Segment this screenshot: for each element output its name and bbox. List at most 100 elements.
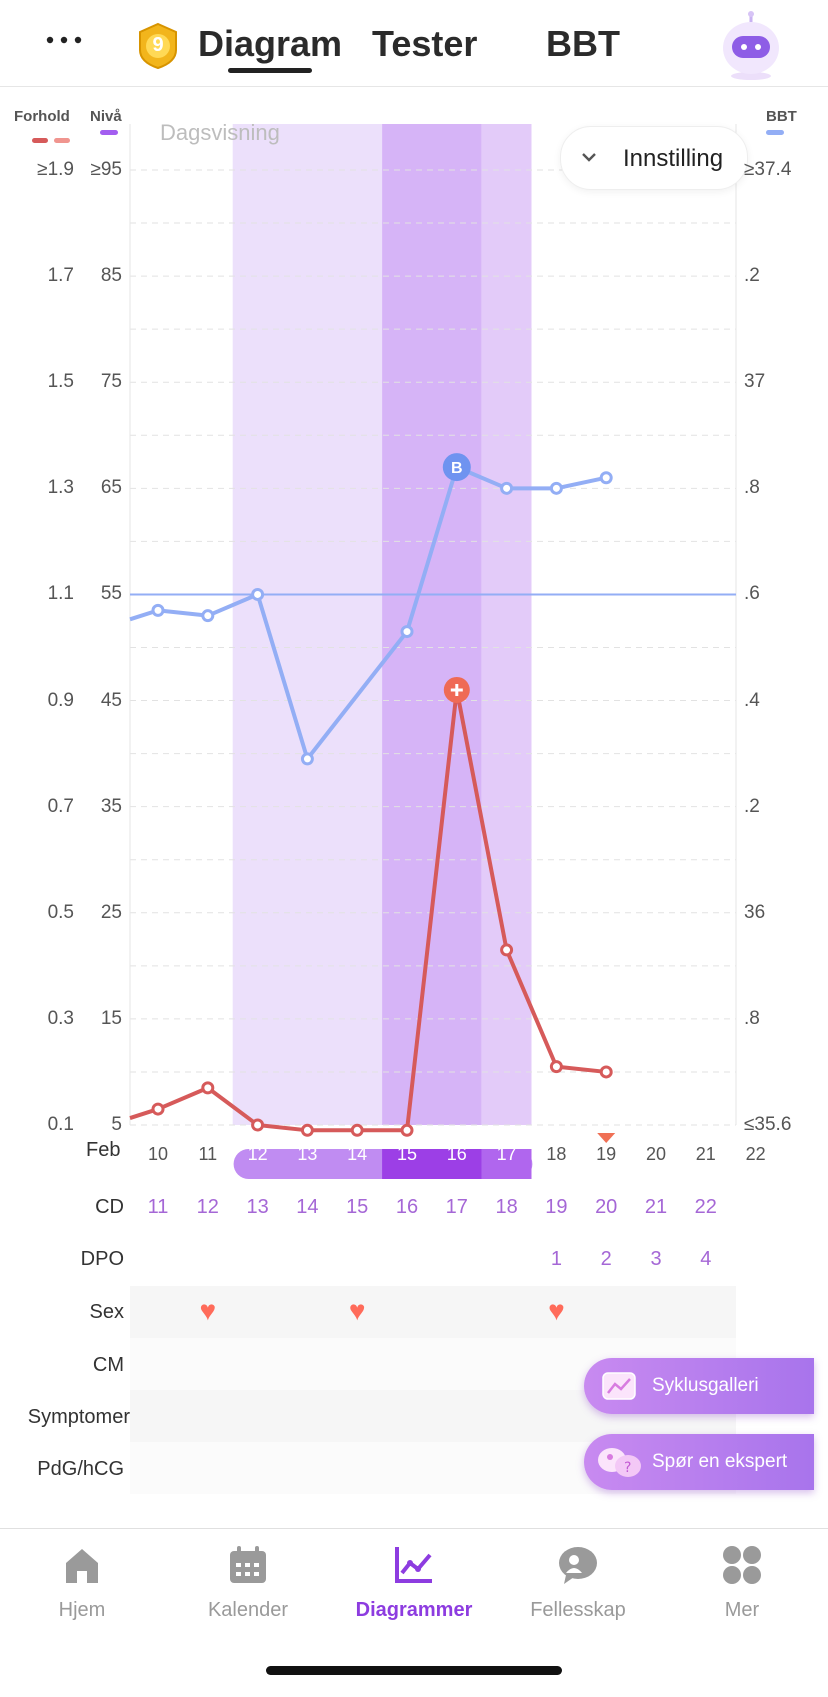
cycle-chart: B xyxy=(129,124,737,1179)
y-ratio-tick: 0.1 xyxy=(47,1114,74,1135)
pdg-row-label: PdG/hCG xyxy=(37,1458,124,1480)
cd-value: 12 xyxy=(196,1196,219,1218)
dpo-value: 1 xyxy=(550,1248,562,1270)
calendar-icon xyxy=(230,1546,266,1583)
legend-level-label: Nivå xyxy=(90,108,122,125)
bbt-point xyxy=(400,625,414,639)
ovulation-b-marker xyxy=(442,453,471,482)
y-bbt-tick: ≤35.6 xyxy=(744,1114,792,1135)
fertile-window-band xyxy=(232,124,383,1125)
y-bbt-tick: 36 xyxy=(744,901,766,923)
x-date-tick[interactable]: 13 xyxy=(297,1144,318,1164)
peak-plus-icon xyxy=(450,683,463,696)
nav-more-label: Mer xyxy=(724,1599,760,1621)
bottom-navigation: Hjem Kalender Diagrammer Fellesskap Mer xyxy=(0,1528,828,1697)
dpo-row-label: DPO xyxy=(80,1248,124,1270)
post-peak-band xyxy=(481,124,532,1125)
heart-icon[interactable]: ♥ xyxy=(548,1295,565,1326)
y-ratio-tick: 1.1 xyxy=(47,583,74,605)
bbt-point xyxy=(549,481,563,495)
x-date-tick[interactable]: 20 xyxy=(645,1144,667,1164)
tab-bbt[interactable]: BBT xyxy=(546,23,620,64)
cd-value: 14 xyxy=(296,1196,319,1218)
cycle-gallery-button[interactable]: Syklusgalleri xyxy=(584,1358,814,1414)
heart-icon[interactable]: ♥ xyxy=(348,1295,366,1326)
y-bbt-tick: .6 xyxy=(744,583,760,605)
y-level-tick: 5 xyxy=(111,1114,122,1135)
tab-diagram[interactable]: Diagram xyxy=(198,23,343,64)
x-date-tick[interactable]: 11 xyxy=(198,1144,218,1164)
y-bbt-tick: .2 xyxy=(744,795,760,817)
x-date-tick[interactable]: 14 xyxy=(347,1144,368,1164)
y-level-tick: 85 xyxy=(100,265,122,287)
bbt-point xyxy=(251,587,265,601)
community-icon xyxy=(559,1547,597,1584)
ask-expert-label: Spør en ekspert xyxy=(652,1451,788,1472)
cd-value: 17 xyxy=(445,1196,468,1218)
ratio-point xyxy=(350,1123,364,1137)
y-bbt-tick: .4 xyxy=(744,689,760,711)
heart-icon[interactable]: ♥ xyxy=(199,1295,217,1326)
x-date-tick[interactable]: 10 xyxy=(147,1144,169,1164)
settings-dropdown[interactable]: Innstilling xyxy=(560,126,748,190)
y-level-tick: 65 xyxy=(100,477,122,499)
ask-expert-button[interactable]: ? Spør en ekspert xyxy=(584,1434,814,1490)
cd-value: 15 xyxy=(346,1196,369,1218)
nav-community-label: Fellesskap xyxy=(530,1599,626,1621)
cd-row-label: CD xyxy=(95,1196,124,1218)
x-date-tick[interactable]: 12 xyxy=(247,1144,268,1164)
x-date-tick[interactable]: 15 xyxy=(396,1144,418,1164)
x-date-tick[interactable]: 22 xyxy=(745,1144,766,1164)
cd-value: 22 xyxy=(694,1196,717,1218)
y-level-tick: 35 xyxy=(100,795,122,817)
date-pill-peak xyxy=(382,1149,482,1179)
legend-ratio-swatch xyxy=(32,130,72,143)
y-level-tick: 55 xyxy=(100,583,122,605)
legend-bbt-swatch xyxy=(766,130,784,135)
y-level-tick: 15 xyxy=(100,1007,122,1029)
x-date-tick[interactable]: 18 xyxy=(546,1144,567,1164)
cycle-gallery-label: Syklusgalleri xyxy=(652,1375,759,1396)
cd-value: 19 xyxy=(545,1196,568,1218)
y-bbt-tick: ≥37.4 xyxy=(744,159,792,180)
top-header: 9 Diagram Tester BBT xyxy=(0,0,828,87)
peak-window-band xyxy=(382,124,482,1125)
date-pill-post xyxy=(481,1149,532,1179)
dpo-value: 2 xyxy=(600,1248,612,1270)
badge-number: 9 xyxy=(152,34,164,56)
tab-tester[interactable]: Tester xyxy=(372,23,478,64)
y-bbt-tick: 37 xyxy=(744,371,766,393)
chevron-down-icon xyxy=(579,147,599,167)
legend-bbt-label: BBT xyxy=(766,108,797,125)
cd-value: 13 xyxy=(246,1196,269,1218)
gallery-chart-icon xyxy=(602,1370,638,1402)
y-ratio-tick: 1.3 xyxy=(47,477,74,499)
y-bbt-tick: .2 xyxy=(744,265,760,287)
home-indicator xyxy=(266,1666,562,1675)
nav-charts-label: Diagrammer xyxy=(355,1599,473,1621)
level-badge-icon[interactable]: 9 xyxy=(136,22,180,70)
ratio-point xyxy=(599,1065,613,1079)
bbt-point xyxy=(201,609,215,623)
chart-icon xyxy=(395,1547,432,1583)
robot-assistant-icon[interactable] xyxy=(718,10,784,82)
today-marker-icon xyxy=(597,1133,616,1143)
x-date-tick[interactable]: 17 xyxy=(496,1144,517,1164)
x-date-tick[interactable]: 16 xyxy=(446,1144,467,1164)
view-mode-label: Dagsvisning xyxy=(160,120,280,145)
y-ratio-tick: 1.7 xyxy=(47,265,74,287)
y-bbt-tick: .8 xyxy=(744,477,760,499)
x-date-tick[interactable]: 19 xyxy=(596,1144,617,1164)
ratio-point xyxy=(300,1123,314,1137)
ratio-point xyxy=(201,1081,215,1095)
more-dots-icon[interactable] xyxy=(46,30,86,50)
ratio-point xyxy=(500,943,514,957)
y-ratio-tick: 0.7 xyxy=(47,795,74,817)
y-level-tick: 25 xyxy=(100,901,122,923)
bbt-point xyxy=(599,471,613,485)
x-date-tick[interactable]: 21 xyxy=(695,1144,716,1164)
dpo-value: 4 xyxy=(700,1248,712,1270)
active-tab-indicator xyxy=(228,68,312,73)
cd-value: 20 xyxy=(595,1196,618,1218)
legend-level-swatch xyxy=(100,130,118,135)
